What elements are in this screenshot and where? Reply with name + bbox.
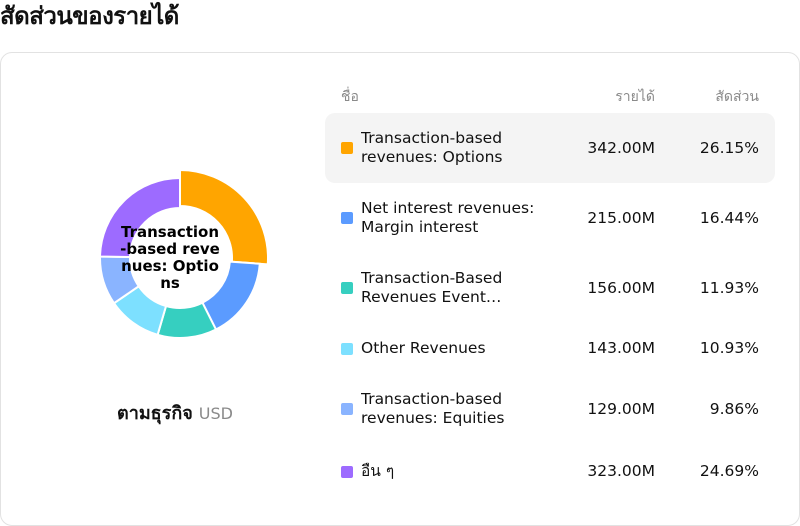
row-name-line1: Transaction-Based [361, 269, 503, 287]
row-revenue: 129.00M [587, 400, 655, 418]
table-row[interactable]: Transaction-Based Revenues Event… 156.00… [325, 253, 775, 323]
row-share: 26.15% [699, 139, 759, 157]
table-row[interactable]: Transaction-based revenues: Options 342.… [325, 113, 775, 183]
row-name: Transaction-based revenues: Options [361, 129, 551, 167]
row-name-line2: revenues: Equities [361, 409, 505, 427]
row-share: 11.93% [699, 279, 759, 297]
row-name: Net interest revenues: Margin interest [361, 199, 551, 237]
caption-currency-unit: USD [198, 404, 233, 423]
table-row[interactable]: อื่น ๆ 323.00M 24.69% [325, 445, 775, 500]
row-revenue: 215.00M [587, 209, 655, 227]
row-revenue: 156.00M [587, 279, 655, 297]
legend-swatch [341, 212, 353, 224]
table-row[interactable]: Net interest revenues: Margin interest 2… [325, 183, 775, 253]
row-share: 9.86% [709, 400, 759, 418]
row-name: Other Revenues [361, 339, 551, 358]
table-row[interactable]: Transaction-based revenues: Equities 129… [325, 373, 775, 445]
row-name: Transaction-based revenues: Equities [361, 390, 551, 428]
row-share: 16.44% [699, 209, 759, 227]
chart-caption: ตามธุรกิจ USD [0, 398, 350, 427]
row-share: 24.69% [699, 462, 759, 480]
donut-center-label: Transaction-based revenues: Options [120, 224, 220, 292]
row-name-line1: Transaction-based [361, 129, 503, 147]
table-row[interactable]: Other Revenues 143.00M 10.93% [325, 323, 775, 373]
row-revenue: 143.00M [587, 339, 655, 357]
column-header-revenue: รายได้ [615, 89, 655, 105]
donut-slice[interactable] [179, 168, 269, 266]
legend-swatch [341, 466, 353, 478]
row-name: อื่น ๆ [361, 462, 551, 481]
row-name-line2: revenues: Options [361, 148, 503, 166]
column-header-name: ชื่อ [341, 89, 359, 105]
row-name-line1: Other Revenues [361, 339, 486, 357]
row-name-line1: Transaction-based [361, 390, 503, 408]
legend-swatch [341, 142, 353, 154]
row-share: 10.93% [699, 339, 759, 357]
row-name: Transaction-Based Revenues Event… [361, 269, 551, 307]
row-name-line2: Margin interest [361, 218, 479, 236]
column-header-share: สัดส่วน [715, 89, 759, 105]
row-name-line2: Revenues Event… [361, 288, 502, 306]
row-name-line1: อื่น ๆ [361, 462, 395, 480]
row-name-line1: Net interest revenues: [361, 199, 535, 217]
row-revenue: 342.00M [587, 139, 655, 157]
row-revenue: 323.00M [587, 462, 655, 480]
legend-swatch [341, 282, 353, 294]
page-title: สัดส่วนของรายได้ [0, 2, 179, 30]
donut-slice[interactable] [98, 176, 181, 259]
donut-chart-svg [98, 168, 269, 339]
legend-swatch [341, 343, 353, 355]
donut-chart[interactable]: Transaction-based revenues: Options [90, 168, 270, 348]
caption-segment-label: ตามธุรกิจ [117, 403, 193, 424]
legend-swatch [341, 403, 353, 415]
